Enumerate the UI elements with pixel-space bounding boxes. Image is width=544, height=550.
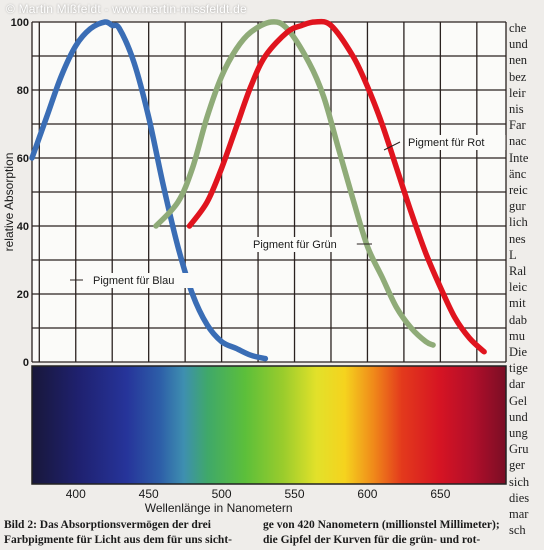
series-lines xyxy=(29,18,487,362)
right-column-line: Ral xyxy=(509,264,527,279)
right-column-line: leir xyxy=(509,85,526,100)
series-line-green xyxy=(153,19,436,348)
right-column-line: che xyxy=(509,21,527,35)
watermark: © Martin Mißfeldt - www.martin-missfeldt… xyxy=(6,2,247,16)
x-tick-label: 500 xyxy=(212,487,232,501)
right-column-line: lich xyxy=(509,215,528,230)
x-axis-label: Wellenlänge in Nanometern xyxy=(145,501,293,515)
caption-line-1-left: Bild 2: Das Absorptionsvermögen der drei xyxy=(4,519,211,531)
right-column-line: Far xyxy=(509,118,526,133)
right-column-line: gur xyxy=(509,199,526,214)
right-column-line: mit xyxy=(509,296,526,311)
right-column-line: Gru xyxy=(509,442,529,457)
right-column-line: und xyxy=(509,409,528,424)
label-bg-blue xyxy=(90,273,197,288)
x-tick-label: 650 xyxy=(430,487,450,501)
y-tick-label: 40 xyxy=(17,221,29,233)
axes: 0 20 40 60 80 100 relative Absorption 400 450 500… xyxy=(2,17,451,515)
right-column-line: und xyxy=(509,37,528,52)
absorption-chart: 0 20 40 60 80 100 relative Absorption 400 450 500… xyxy=(2,17,507,515)
series-label-red: Pigment für Rot xyxy=(408,137,484,149)
x-tick-label: 400 xyxy=(66,487,86,501)
series-label-blue: Pigment für Blau xyxy=(93,275,174,287)
right-column-line: ger xyxy=(509,458,525,473)
right-column-line: tige xyxy=(509,361,528,376)
caption-line-2-right: die Gipfel der Kurven für die grün- und … xyxy=(263,534,481,546)
right-column-line: mu xyxy=(509,328,525,343)
series-label-green: Pigment für Grün xyxy=(253,239,337,251)
right-column-line: leic xyxy=(509,280,528,295)
right-column-line: mar xyxy=(509,507,529,522)
y-tick-label: 0 xyxy=(23,357,29,369)
right-text-column: che und nen bez leir nis Far nac Inte änc reic gur l… xyxy=(509,20,544,550)
right-column-line: nis xyxy=(509,102,524,117)
right-column-line: bez xyxy=(509,69,527,84)
y-tick-label: 100 xyxy=(11,17,29,29)
x-tick-label: 600 xyxy=(357,487,377,501)
right-column-line: ung xyxy=(509,426,528,441)
series-line-red xyxy=(186,18,487,355)
right-column-line: sch xyxy=(509,523,526,538)
x-tick-label: 550 xyxy=(285,487,305,501)
right-column-line: nes xyxy=(509,231,526,246)
right-column-line: nac xyxy=(509,134,527,149)
y-tick-label: 20 xyxy=(17,289,29,301)
right-column-line: reic xyxy=(509,183,528,198)
label-bg-red xyxy=(405,135,506,150)
curve-labels: Pigment für Blau Pigment für Grün Pigment … xyxy=(70,135,506,288)
y-tick-label: 60 xyxy=(17,153,29,165)
right-column-line: dar xyxy=(509,377,525,392)
right-column-line: Inte xyxy=(509,150,529,165)
spectrum-gradient xyxy=(31,365,507,485)
right-column-line: dies xyxy=(509,490,530,505)
spectrum-bar xyxy=(31,365,507,485)
y-tick-label: 80 xyxy=(17,85,29,97)
right-column-line: änc xyxy=(509,166,527,181)
right-column-line: dab xyxy=(509,312,528,327)
label-bg-green xyxy=(250,237,357,252)
caption-line-2-left: Farbpigmente für Licht aus dem für uns s… xyxy=(4,534,232,546)
label-leader-red xyxy=(383,141,401,151)
right-column-line: nen xyxy=(509,53,528,68)
y-axis-label: relative Absorption xyxy=(2,153,16,252)
right-column-line: L xyxy=(509,247,517,262)
right-column-line: Gel xyxy=(509,393,528,408)
series-line-blue xyxy=(29,19,269,362)
x-tick-label: 450 xyxy=(139,487,159,501)
right-column-line: sich xyxy=(509,474,530,489)
caption-line-1-right: ge von 420 Nanometern (millionstel Milli… xyxy=(263,519,500,531)
right-column-line: Die xyxy=(509,345,528,360)
